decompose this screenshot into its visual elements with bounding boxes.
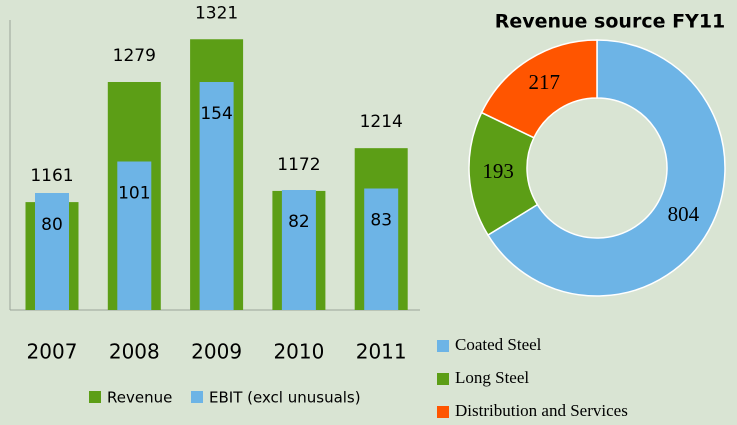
- value-label: 1321: [195, 3, 238, 23]
- value-label: 82: [288, 212, 310, 232]
- value-label: 1279: [113, 46, 156, 66]
- x-tick-label: 2010: [273, 340, 324, 364]
- slice-label: 193: [482, 159, 514, 183]
- bar: [117, 161, 152, 310]
- x-tick-label: 2011: [356, 340, 407, 364]
- x-tick-label: 2009: [191, 340, 242, 364]
- legend-label: Coated Steel: [455, 335, 542, 354]
- legend-label: Revenue: [107, 389, 172, 407]
- legend-label: EBIT (excl unusuals): [209, 389, 361, 407]
- legend-swatch: [437, 406, 449, 418]
- legend-label: Long Steel: [455, 368, 529, 387]
- slice-label: 804: [668, 202, 700, 226]
- bar: [364, 188, 399, 310]
- legend-swatch: [191, 391, 203, 403]
- legend-swatch: [89, 391, 101, 403]
- legend-swatch: [437, 373, 449, 385]
- x-tick-label: 2007: [27, 340, 78, 364]
- bar: [199, 82, 234, 310]
- value-label: 1172: [277, 155, 320, 175]
- donut-slice: [486, 39, 726, 297]
- legend-label: Distribution and Services: [455, 401, 628, 420]
- pie-title: Revenue source FY11: [495, 11, 726, 33]
- x-tick-label: 2008: [109, 340, 160, 364]
- value-label: 83: [370, 211, 392, 231]
- legend-swatch: [437, 340, 449, 352]
- bar: [35, 193, 69, 310]
- value-label: 80: [41, 215, 63, 235]
- value-label: 1161: [30, 166, 73, 186]
- value-label: 154: [200, 104, 232, 124]
- value-label: 1214: [360, 112, 403, 132]
- donut-slice: [480, 39, 598, 139]
- slice-label: 217: [529, 70, 561, 94]
- value-label: 101: [118, 184, 150, 204]
- bar: [281, 190, 316, 310]
